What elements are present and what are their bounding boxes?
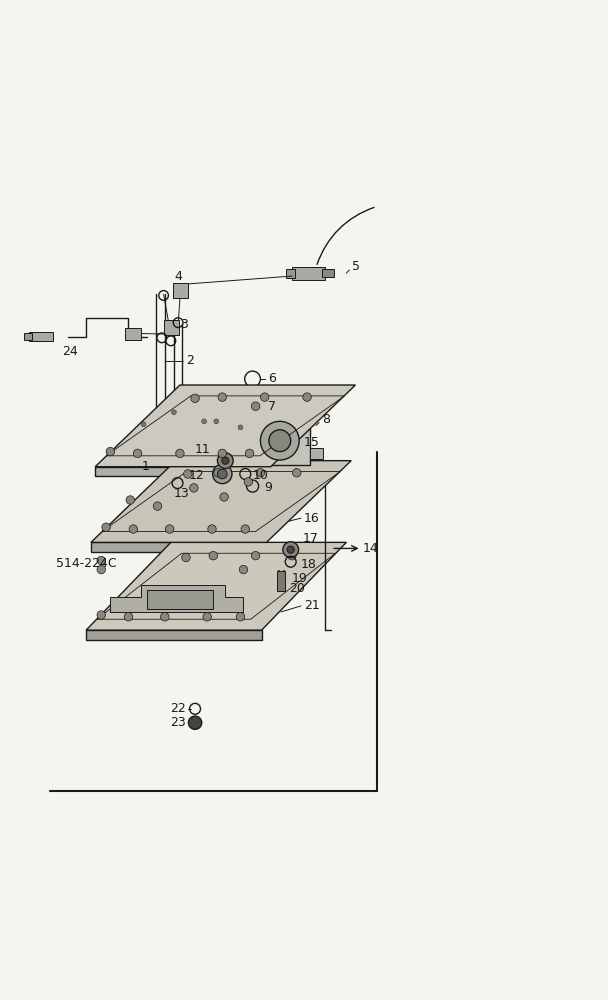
Text: 6: 6 bbox=[268, 372, 275, 385]
Text: 514-224C: 514-224C bbox=[56, 557, 117, 570]
Circle shape bbox=[202, 419, 207, 424]
Text: 16: 16 bbox=[304, 512, 320, 525]
Text: 22: 22 bbox=[170, 702, 186, 715]
Text: 13: 13 bbox=[174, 487, 190, 500]
Circle shape bbox=[237, 613, 244, 621]
Text: 18: 18 bbox=[301, 558, 317, 571]
Text: 20: 20 bbox=[289, 582, 305, 595]
Text: 15: 15 bbox=[304, 436, 320, 449]
Circle shape bbox=[244, 478, 252, 486]
Circle shape bbox=[245, 449, 254, 458]
Bar bbox=[249, 420, 310, 465]
Circle shape bbox=[260, 393, 269, 401]
Text: 24: 24 bbox=[62, 345, 78, 358]
Circle shape bbox=[182, 553, 190, 562]
Circle shape bbox=[218, 453, 233, 469]
Circle shape bbox=[203, 613, 212, 621]
Circle shape bbox=[218, 469, 227, 479]
Text: 11: 11 bbox=[195, 443, 210, 456]
Circle shape bbox=[222, 457, 229, 464]
Text: 17: 17 bbox=[303, 532, 319, 545]
Circle shape bbox=[218, 393, 227, 401]
Circle shape bbox=[124, 613, 133, 621]
Text: 12: 12 bbox=[188, 469, 204, 482]
Text: 4: 4 bbox=[174, 270, 182, 283]
Circle shape bbox=[165, 525, 174, 533]
Circle shape bbox=[191, 394, 199, 403]
Polygon shape bbox=[91, 542, 266, 552]
Polygon shape bbox=[95, 385, 356, 467]
Bar bbox=[277, 571, 285, 591]
Circle shape bbox=[251, 551, 260, 560]
Circle shape bbox=[161, 613, 169, 621]
Circle shape bbox=[97, 611, 105, 619]
Circle shape bbox=[176, 449, 184, 458]
Circle shape bbox=[171, 410, 176, 415]
Bar bbox=[24, 333, 32, 340]
Polygon shape bbox=[86, 630, 261, 640]
Text: 8: 8 bbox=[322, 413, 330, 426]
Circle shape bbox=[126, 496, 134, 504]
Text: 5: 5 bbox=[353, 260, 361, 273]
Circle shape bbox=[190, 484, 198, 492]
Circle shape bbox=[260, 421, 299, 460]
Bar bbox=[125, 328, 140, 340]
Circle shape bbox=[214, 419, 219, 424]
Circle shape bbox=[251, 402, 260, 410]
Circle shape bbox=[239, 565, 247, 574]
Circle shape bbox=[213, 464, 232, 484]
Bar bbox=[164, 320, 179, 335]
Text: 19: 19 bbox=[292, 572, 308, 585]
Circle shape bbox=[283, 542, 299, 557]
Circle shape bbox=[251, 417, 260, 426]
Circle shape bbox=[220, 493, 229, 501]
Circle shape bbox=[241, 525, 249, 533]
Circle shape bbox=[133, 449, 142, 458]
Bar bbox=[173, 283, 188, 298]
Circle shape bbox=[251, 399, 260, 407]
Circle shape bbox=[184, 470, 192, 478]
Circle shape bbox=[238, 425, 243, 430]
Polygon shape bbox=[91, 461, 351, 542]
Circle shape bbox=[188, 716, 202, 729]
Text: 23: 23 bbox=[170, 716, 186, 729]
Circle shape bbox=[97, 556, 105, 565]
Circle shape bbox=[256, 469, 264, 477]
Circle shape bbox=[208, 525, 216, 533]
Circle shape bbox=[97, 565, 105, 574]
Polygon shape bbox=[110, 585, 243, 612]
Bar bbox=[147, 590, 213, 609]
Polygon shape bbox=[86, 542, 347, 630]
Text: 21: 21 bbox=[304, 599, 320, 612]
Text: 3: 3 bbox=[180, 318, 188, 331]
Text: 9: 9 bbox=[264, 481, 272, 494]
Text: 14: 14 bbox=[363, 542, 378, 555]
Circle shape bbox=[292, 469, 301, 477]
Circle shape bbox=[209, 551, 218, 560]
Circle shape bbox=[251, 408, 260, 416]
Text: 2: 2 bbox=[186, 354, 194, 367]
Circle shape bbox=[141, 422, 146, 427]
Circle shape bbox=[287, 546, 294, 553]
Bar bbox=[310, 448, 323, 459]
Text: 10: 10 bbox=[252, 469, 268, 482]
Polygon shape bbox=[95, 467, 271, 476]
Circle shape bbox=[129, 525, 137, 533]
Circle shape bbox=[218, 449, 227, 458]
Circle shape bbox=[214, 469, 223, 477]
Circle shape bbox=[102, 523, 110, 531]
Text: 7: 7 bbox=[268, 400, 275, 413]
Circle shape bbox=[303, 393, 311, 401]
Bar bbox=[292, 267, 325, 280]
Bar bbox=[286, 269, 295, 278]
Bar bbox=[322, 269, 334, 277]
Circle shape bbox=[153, 502, 162, 510]
Bar bbox=[29, 332, 53, 341]
Circle shape bbox=[288, 551, 296, 560]
Circle shape bbox=[269, 430, 291, 452]
Text: 1: 1 bbox=[142, 460, 150, 473]
Circle shape bbox=[106, 447, 114, 456]
